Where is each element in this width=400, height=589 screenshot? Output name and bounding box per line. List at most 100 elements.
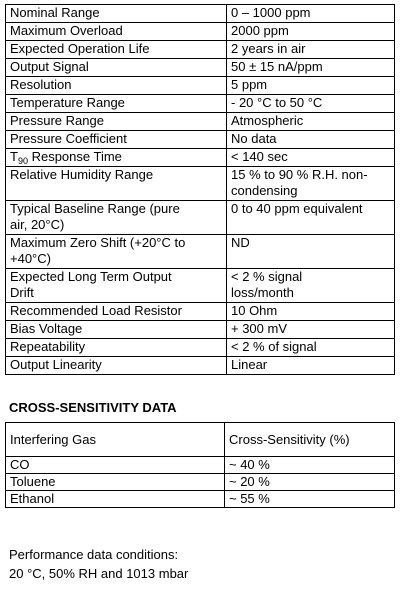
spec-label: Resolution: [5, 76, 227, 95]
spec-value: < 2 % of signal: [226, 338, 395, 357]
cell-line: 15 % to 90 % R.H. non-: [231, 167, 368, 182]
spec-row: Nominal Range 0 – 1000 ppm: [5, 4, 395, 23]
cell-line: ND: [231, 235, 250, 250]
cell-line: 0 – 1000 ppm: [231, 5, 311, 20]
cell-line: 10 Ohm: [231, 303, 278, 318]
spec-table: Nominal Range 0 – 1000 ppm Maximum Overloa…: [5, 4, 395, 375]
cross-value: ~ 40 %: [224, 456, 395, 474]
cell-line: T90 Response Time: [10, 149, 222, 166]
cell-line: Output Linearity: [10, 357, 102, 372]
spec-value: 2000 ppm: [226, 22, 395, 41]
spec-value: Linear: [226, 356, 395, 375]
cell-line: Typical Baseline Range (pure: [10, 201, 180, 216]
gas-name: Ethanol: [5, 490, 225, 508]
spec-value: < 140 sec: [226, 148, 395, 167]
gas-row: Toluene ~ 20 %: [5, 473, 395, 491]
spec-row: Expected Long Term Output Drift < 2 % sign…: [5, 268, 395, 303]
spec-row: Repeatability < 2 % of signal: [5, 338, 395, 357]
cell-line: Maximum Overload: [10, 23, 123, 38]
cell-line: 2000 ppm: [231, 23, 289, 38]
gas-name: CO: [5, 456, 225, 474]
section-heading: CROSS-SENSITIVITY DATA: [9, 400, 177, 415]
cell-line: Output Signal: [10, 59, 89, 74]
spec-label: Maximum Overload: [5, 22, 227, 41]
header-cell: Cross-Sensitivity (%): [224, 422, 395, 457]
cell-line: Temperature Range: [10, 95, 125, 110]
spec-label: Output Signal: [5, 58, 227, 77]
spec-label: Relative Humidity Range: [5, 166, 227, 201]
note-line: Performance data conditions:: [9, 547, 179, 562]
cell-line: Bias Voltage: [10, 321, 83, 336]
cell-line: Resolution: [10, 77, 72, 92]
cell-line: Linear: [231, 357, 268, 372]
spec-row: Output Linearity Linear: [5, 356, 395, 375]
spec-label: Expected Long Term Output Drift: [5, 268, 227, 303]
cell-line: Drift: [10, 285, 34, 300]
label-text: Response Time: [27, 149, 122, 164]
spec-label: T90 Response Time: [5, 148, 227, 167]
cross-sensitivity-table: Interfering Gas Cross-Sensitivity (%) CO ~ …: [5, 422, 395, 508]
spec-label: Maximum Zero Shift (+20°C to +40°C): [5, 234, 227, 269]
spec-label: Output Linearity: [5, 356, 227, 375]
cell-line: Atmospheric: [231, 113, 304, 128]
spec-value: 50 ± 15 nA/ppm: [226, 58, 395, 77]
spec-row: Output Signal 50 ± 15 nA/ppm: [5, 58, 395, 77]
spec-value: No data: [226, 130, 395, 149]
cell-line: < 140 sec: [231, 149, 288, 164]
cell-line: Repeatability: [10, 339, 86, 354]
gas-row: Ethanol ~ 55 %: [5, 490, 395, 508]
spec-label: Recommended Load Resistor: [5, 302, 227, 321]
gas-name: Toluene: [5, 473, 225, 491]
spec-value: 0 to 40 ppm equivalent: [226, 200, 395, 235]
cell-line: 2 years in air: [231, 41, 306, 56]
cell-line: 0 to 40 ppm equivalent: [231, 201, 363, 216]
cross-value: ~ 20 %: [224, 473, 395, 491]
spec-value: 0 – 1000 ppm: [226, 4, 395, 23]
cell-line: loss/month: [231, 285, 294, 300]
header-row: Interfering Gas Cross-Sensitivity (%): [5, 422, 395, 457]
spec-value: + 300 mV: [226, 320, 395, 339]
spec-row: Recommended Load Resistor 10 Ohm: [5, 302, 395, 321]
cell-line: 5 ppm: [231, 77, 268, 92]
spec-row: T90 Response Time < 140 sec: [5, 148, 395, 167]
note-line: 20 °C, 50% RH and 1013 mbar: [9, 566, 189, 581]
spec-label: Pressure Range: [5, 112, 227, 131]
cell-line: No data: [231, 131, 277, 146]
spec-label: Temperature Range: [5, 94, 227, 113]
spec-row: Relative Humidity Range 15 % to 90 % R.H.…: [5, 166, 395, 201]
cell-line: 50 ± 15 nA/ppm: [231, 59, 323, 74]
spec-value: 5 ppm: [226, 76, 395, 95]
symbol: T: [10, 149, 18, 164]
spec-value: < 2 % signal loss/month: [226, 268, 395, 303]
spec-value: 15 % to 90 % R.H. non-condensing: [226, 166, 395, 201]
spec-value: - 20 °C to 50 °C: [226, 94, 395, 113]
spec-row: Bias Voltage + 300 mV: [5, 320, 395, 339]
spec-value: 2 years in air: [226, 40, 395, 59]
cell-line: Recommended Load Resistor: [10, 303, 182, 318]
cell-line: Relative Humidity Range: [10, 167, 154, 182]
cell-line: + 300 mV: [231, 321, 288, 336]
cell-line: condensing: [231, 183, 298, 198]
spec-label: Bias Voltage: [5, 320, 227, 339]
notes: Performance data conditions: 20 °C, 50% R…: [9, 545, 188, 583]
cell-line: < 2 % of signal: [231, 339, 317, 354]
spec-row: Expected Operation Life 2 years in air: [5, 40, 395, 59]
cell-line: - 20 °C to 50 °C: [231, 95, 323, 110]
spec-value: 10 Ohm: [226, 302, 395, 321]
cross-value: ~ 55 %: [224, 490, 395, 508]
spec-label: Typical Baseline Range (pure air, 20°C): [5, 200, 227, 235]
gas-row: CO ~ 40 %: [5, 456, 395, 474]
cell-line: Expected Long Term Output: [10, 269, 172, 284]
header-cell: Interfering Gas: [5, 422, 225, 457]
cell-line: Maximum Zero Shift (+20°C to: [10, 235, 186, 250]
spec-label: Pressure Coefficient: [5, 130, 227, 149]
subscript: 90: [17, 156, 28, 166]
spec-row: Pressure Coefficient No data: [5, 130, 395, 149]
spec-label: Expected Operation Life: [5, 40, 227, 59]
spec-label: Nominal Range: [5, 4, 227, 23]
spec-value: ND: [226, 234, 395, 269]
spec-value: Atmospheric: [226, 112, 395, 131]
cell-line: Pressure Range: [10, 113, 104, 128]
spec-row: Pressure Range Atmospheric: [5, 112, 395, 131]
